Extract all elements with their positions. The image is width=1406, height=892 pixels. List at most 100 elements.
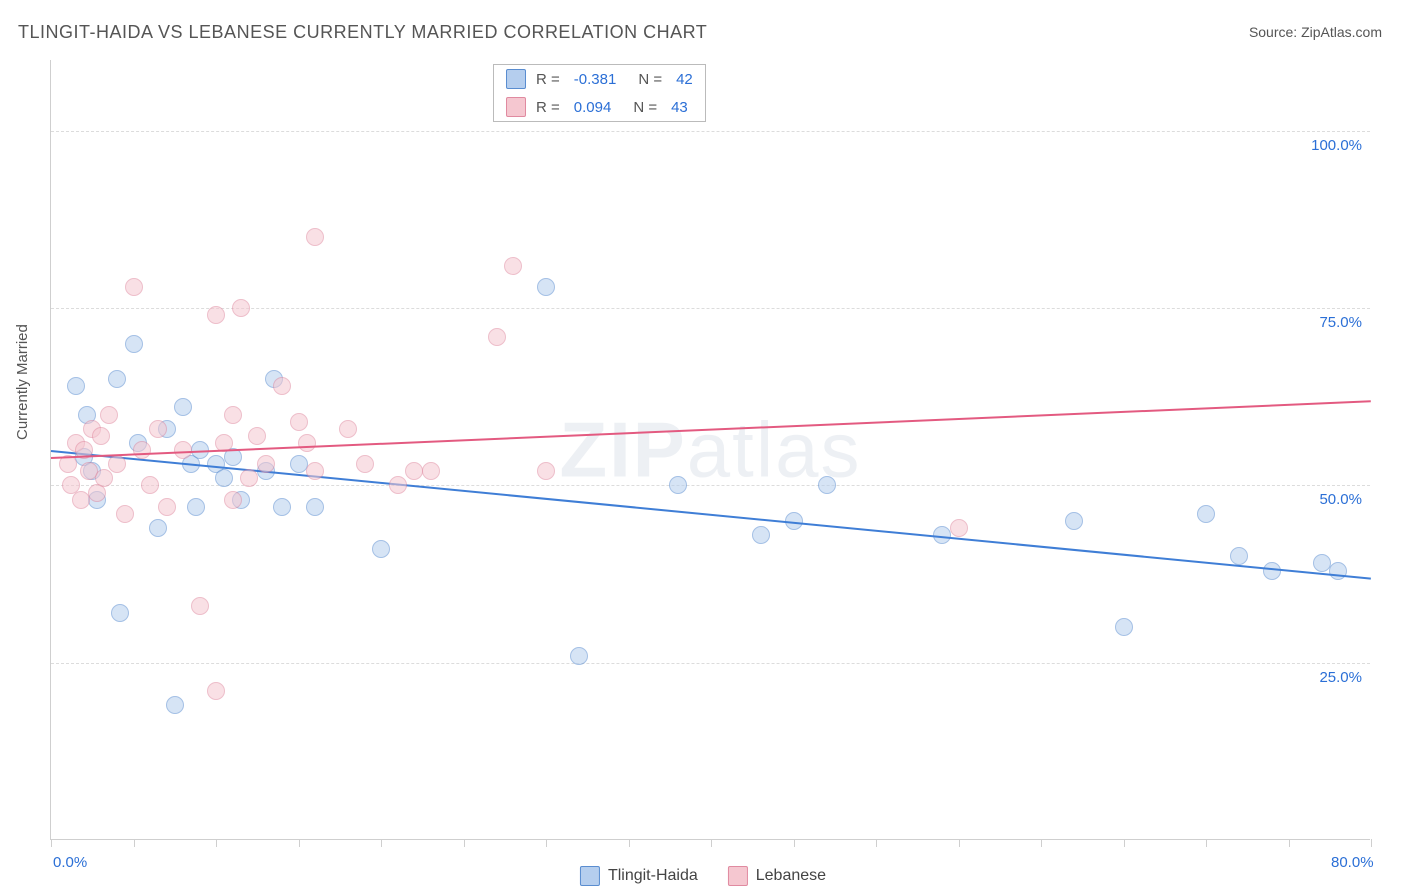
x-tick [1371,839,1372,847]
legend-swatch [580,866,600,886]
data-point-lebanese [133,441,151,459]
data-point-tlingit [669,476,687,494]
data-point-tlingit [1065,512,1083,530]
data-point-tlingit [215,469,233,487]
x-tick [1124,839,1125,847]
data-point-tlingit [108,370,126,388]
data-point-lebanese [298,434,316,452]
r-label: R = [536,99,560,116]
gridline [51,663,1370,664]
data-point-lebanese [257,455,275,473]
data-point-lebanese [100,406,118,424]
data-point-lebanese [306,228,324,246]
n-label: N = [633,99,657,116]
x-tick [299,839,300,847]
data-point-tlingit [818,476,836,494]
x-tick [794,839,795,847]
data-point-tlingit [125,335,143,353]
data-point-lebanese [405,462,423,480]
data-point-lebanese [207,306,225,324]
data-point-lebanese [504,257,522,275]
data-point-tlingit [570,647,588,665]
x-tick [876,839,877,847]
data-point-tlingit [752,526,770,544]
x-tick [464,839,465,847]
data-point-lebanese [224,491,242,509]
data-point-lebanese [224,406,242,424]
data-point-lebanese [339,420,357,438]
series-legend: Tlingit-Haida Lebanese [580,866,826,886]
legend-row-tlingit: R = -0.381 N = 42 [494,65,705,93]
data-point-lebanese [240,469,258,487]
x-tick [629,839,630,847]
r-value: 0.094 [574,99,612,116]
data-point-tlingit [1230,547,1248,565]
r-value: -0.381 [574,71,617,88]
data-point-tlingit [166,696,184,714]
chart-title: TLINGIT-HAIDA VS LEBANESE CURRENTLY MARR… [18,22,707,43]
data-point-lebanese [72,491,90,509]
x-tick [1206,839,1207,847]
data-point-tlingit [111,604,129,622]
watermark: ZIPatlas [559,404,861,495]
n-value: 42 [676,71,693,88]
correlation-legend: R = -0.381 N = 42 R = 0.094 N = 43 [493,64,706,122]
y-tick-label: 50.0% [1319,491,1362,508]
data-point-lebanese [108,455,126,473]
data-point-lebanese [389,476,407,494]
legend-label: Lebanese [756,867,826,885]
data-point-lebanese [207,682,225,700]
x-tick-label: 80.0% [1331,854,1374,871]
legend-swatch [506,97,526,117]
n-label: N = [638,71,662,88]
data-point-tlingit [537,278,555,296]
scatter-plot: ZIPatlas R = -0.381 N = 42 R = 0.094 N = 43 25.… [50,60,1370,840]
x-tick [381,839,382,847]
data-point-lebanese [116,505,134,523]
n-value: 43 [671,99,688,116]
data-point-lebanese [149,420,167,438]
x-tick-label: 0.0% [53,854,87,871]
data-point-lebanese [174,441,192,459]
source-label: Source: ZipAtlas.com [1249,24,1382,40]
legend-label: Tlingit-Haida [608,867,698,885]
y-tick-label: 75.0% [1319,314,1362,331]
x-tick [216,839,217,847]
legend-swatch [728,866,748,886]
data-point-tlingit [1197,505,1215,523]
legend-item: Tlingit-Haida [580,866,698,886]
data-point-tlingit [187,498,205,516]
data-point-lebanese [488,328,506,346]
data-point-tlingit [67,377,85,395]
legend-row-lebanese: R = 0.094 N = 43 [494,93,705,121]
x-tick [959,839,960,847]
data-point-tlingit [1115,618,1133,636]
data-point-lebanese [191,597,209,615]
gridline [51,131,1370,132]
data-point-lebanese [273,377,291,395]
data-point-lebanese [356,455,374,473]
data-point-tlingit [306,498,324,516]
y-tick-label: 100.0% [1311,137,1362,154]
x-tick [1041,839,1042,847]
data-point-lebanese [290,413,308,431]
r-label: R = [536,71,560,88]
x-tick [1289,839,1290,847]
data-point-tlingit [174,398,192,416]
data-point-tlingit [372,540,390,558]
x-tick [546,839,547,847]
data-point-tlingit [273,498,291,516]
data-point-lebanese [306,462,324,480]
x-tick [134,839,135,847]
data-point-lebanese [248,427,266,445]
data-point-lebanese [95,469,113,487]
data-point-tlingit [149,519,167,537]
data-point-tlingit [1313,554,1331,572]
x-tick [711,839,712,847]
data-point-lebanese [125,278,143,296]
data-point-tlingit [290,455,308,473]
y-tick-label: 25.0% [1319,669,1362,686]
data-point-lebanese [950,519,968,537]
data-point-lebanese [537,462,555,480]
x-tick [51,839,52,847]
